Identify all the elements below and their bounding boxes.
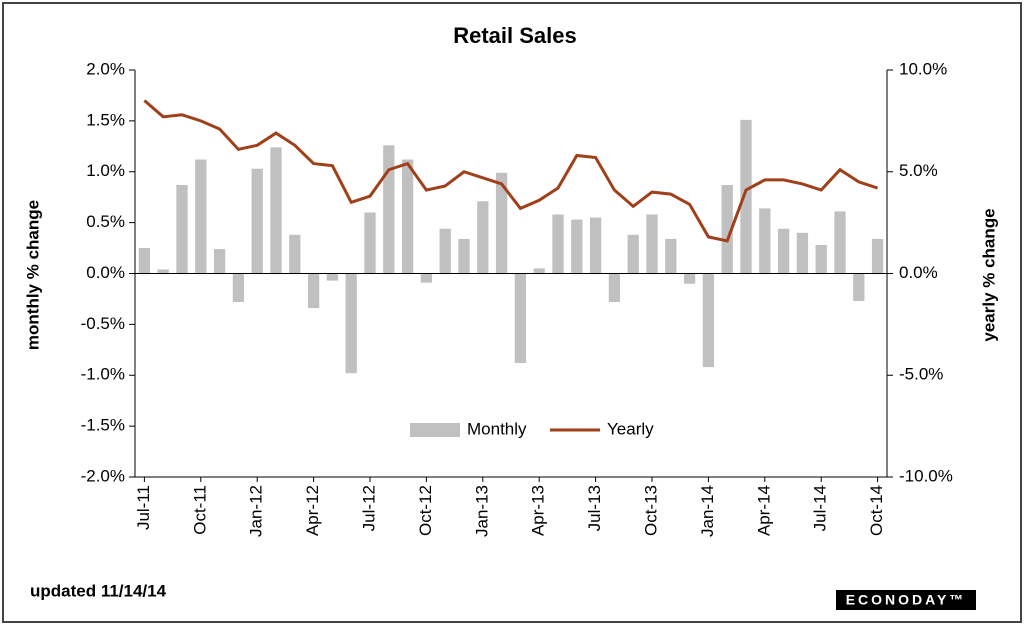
y-tick-label: -1.5% — [81, 416, 125, 435]
x-tick-label: Oct-11 — [190, 485, 209, 535]
bar — [157, 269, 169, 274]
bar — [420, 273, 433, 283]
x-tick-label: Jan-13 — [472, 485, 491, 537]
x-tick-label: Oct-13 — [641, 485, 660, 536]
y2-tick-label: 5.0% — [899, 161, 938, 180]
y-tick-label: -2.0% — [81, 466, 125, 485]
x-tick-label: Apr-12 — [303, 485, 322, 536]
bar — [853, 273, 865, 301]
bar — [232, 273, 245, 302]
bar — [514, 273, 527, 364]
y2-tick-label: 0.0% — [899, 263, 938, 282]
y-axis-label: monthly % change — [23, 200, 42, 350]
bar — [759, 208, 771, 274]
y-tick-label: -0.5% — [81, 314, 125, 333]
bar — [533, 268, 545, 274]
bar — [345, 273, 357, 374]
x-tick-label: Oct-14 — [867, 485, 886, 536]
bar — [477, 201, 489, 274]
bar — [364, 212, 376, 274]
bar — [307, 273, 320, 309]
bar — [702, 273, 715, 368]
chart-title: Retail Sales — [453, 23, 577, 48]
x-tick-label: Jul-12 — [359, 485, 378, 531]
y2-tick-label: 10.0% — [899, 59, 947, 78]
bar — [401, 159, 414, 274]
x-tick-label: Apr-13 — [529, 485, 548, 536]
bar — [495, 172, 508, 274]
bar — [458, 238, 470, 274]
y2-tick-label: -5.0% — [899, 365, 943, 384]
line — [143, 99, 879, 243]
x-tick-label: Oct-12 — [416, 485, 435, 536]
x-tick-label: Jul-14 — [811, 485, 830, 531]
bar — [608, 273, 621, 302]
y-tick-label: -1.0% — [81, 365, 125, 384]
x-tick-label: Apr-14 — [754, 485, 773, 536]
bar — [871, 238, 884, 274]
bar — [289, 234, 301, 274]
bar — [815, 245, 827, 274]
legend-swatch — [410, 423, 460, 437]
footer: updated 11/14/14 — [30, 581, 167, 600]
y-tick-label: 2.0% — [86, 59, 125, 78]
bar — [383, 145, 395, 274]
x-tick-label: Jul-11 — [134, 485, 153, 530]
y-tick-label: 1.0% — [86, 161, 125, 180]
bar — [326, 273, 339, 281]
legend-label: Yearly — [607, 419, 654, 438]
x-tick-label: Jul-13 — [585, 485, 604, 531]
y2-tick-label: -10.0% — [899, 466, 953, 485]
bar — [777, 228, 790, 274]
bar — [683, 273, 696, 284]
bar — [796, 232, 809, 274]
bar — [834, 211, 846, 274]
bar — [270, 147, 282, 274]
bar — [627, 234, 639, 274]
y2-axis-label: yearly % change — [979, 208, 998, 341]
legend-label: Monthly — [467, 419, 527, 438]
bar — [439, 228, 451, 274]
bar — [721, 184, 733, 274]
logo: ECONODAY™ — [846, 592, 967, 608]
bar — [589, 217, 602, 274]
bar — [251, 168, 263, 274]
bar — [213, 249, 226, 274]
bar — [571, 219, 583, 274]
logo-box — [836, 590, 976, 610]
bar — [138, 248, 151, 274]
bar — [740, 119, 752, 274]
bar — [176, 184, 188, 274]
x-tick-label: Jan-12 — [247, 485, 266, 537]
y-tick-label: 1.5% — [86, 110, 125, 129]
bar — [195, 159, 207, 274]
x-tick-label: Jan-14 — [698, 485, 717, 537]
y-tick-label: 0.5% — [86, 212, 125, 231]
bar — [665, 238, 677, 274]
y-tick-label: 0.0% — [86, 263, 125, 282]
bar — [646, 214, 658, 274]
bar — [552, 214, 564, 274]
